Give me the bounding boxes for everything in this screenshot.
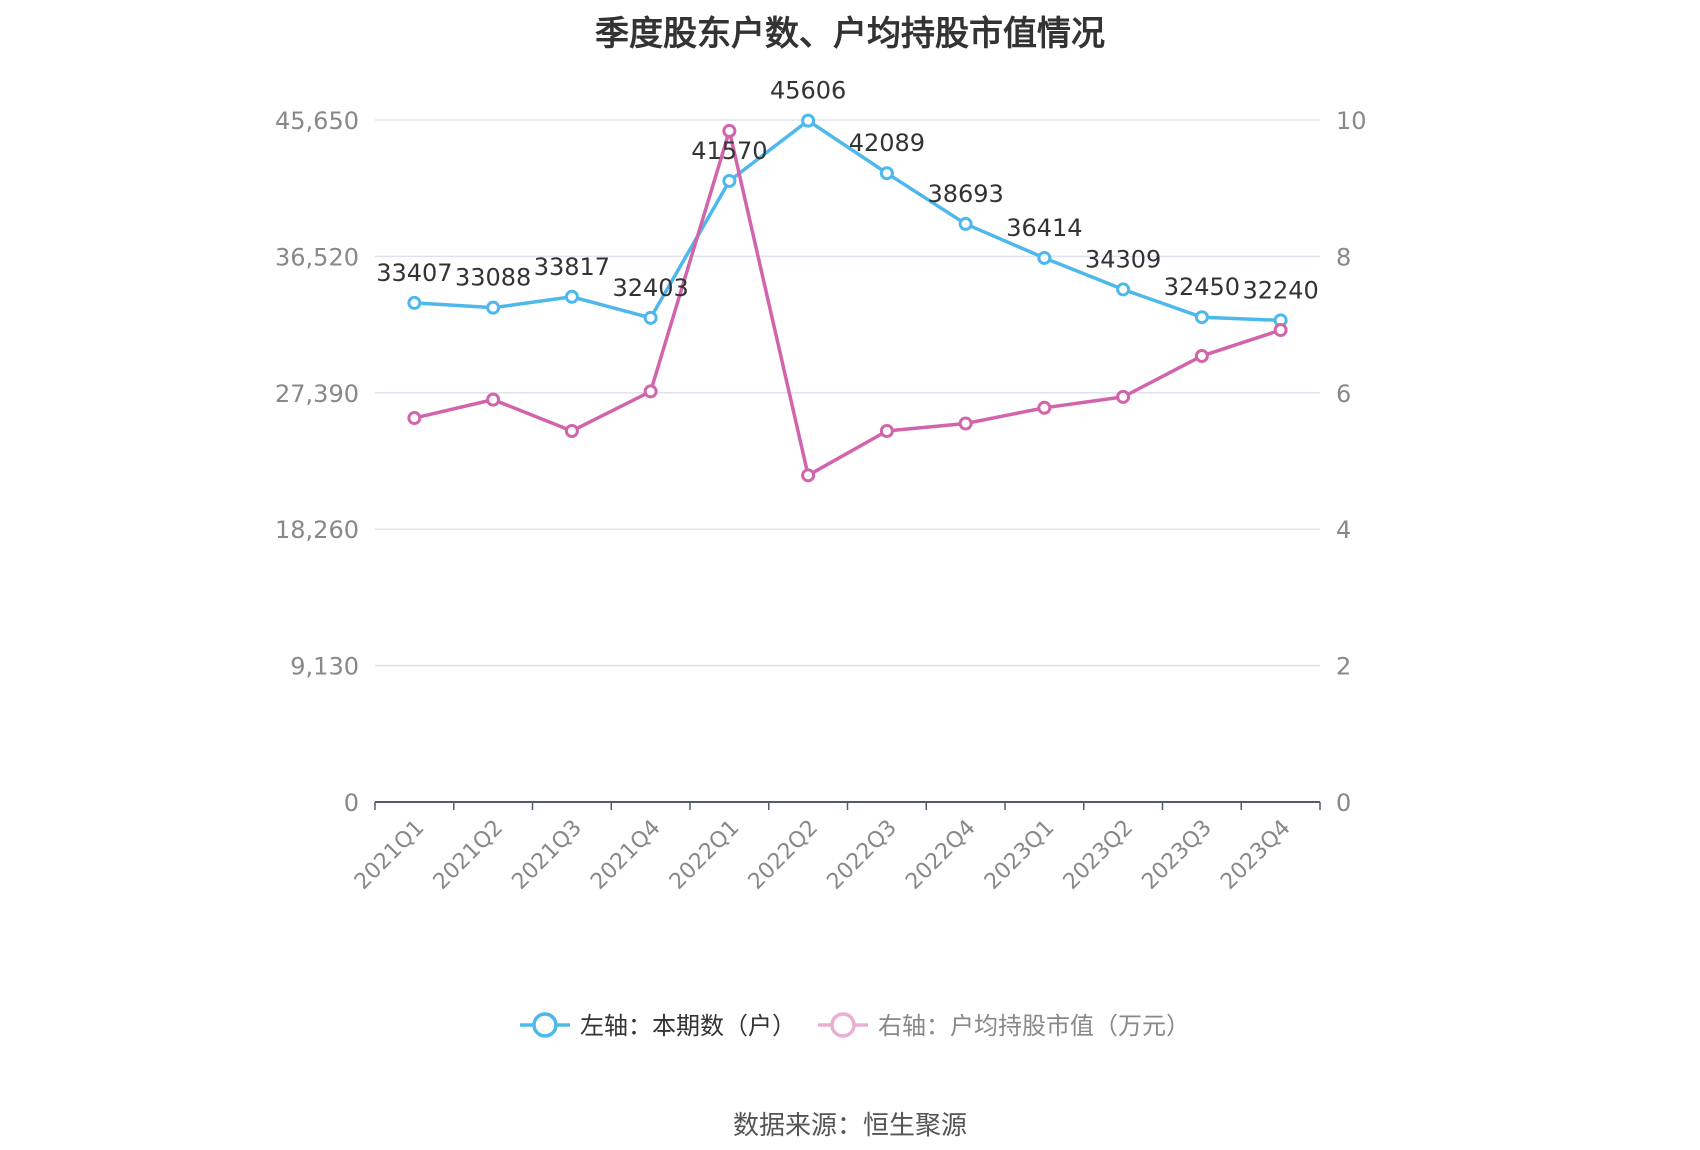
chart-title: 季度股东户数、户均持股市值情况 xyxy=(595,14,1105,54)
right-tick-label: 10 xyxy=(1336,107,1367,135)
data-label: 32240 xyxy=(1242,276,1318,304)
right-tick-label: 8 xyxy=(1336,243,1351,271)
series-point-right xyxy=(722,123,737,138)
left-tick-label: 18,260 xyxy=(275,516,359,544)
data-source-note: 数据来源：恒生聚源 xyxy=(732,1111,967,1141)
series-line-left xyxy=(414,118,1281,323)
data-label: 33088 xyxy=(455,264,531,292)
left-tick-label: 27,390 xyxy=(275,380,359,408)
series-line-right xyxy=(413,129,1282,478)
x-tick-label: 2021Q3 xyxy=(507,815,586,894)
right-tick-label: 6 xyxy=(1336,380,1351,408)
series-point-left xyxy=(801,113,816,128)
series-point-right xyxy=(564,423,579,438)
right-axis-ticks: 0 2 4 6 8 10 xyxy=(1336,107,1367,817)
series-point-right xyxy=(879,423,894,438)
legend-marker xyxy=(830,1012,856,1038)
grid-lines xyxy=(375,119,1320,667)
data-label: 36414 xyxy=(1006,214,1082,242)
series-point-right xyxy=(1194,348,1209,363)
series-point-right xyxy=(643,384,658,399)
x-tick-label: 2023Q3 xyxy=(1137,815,1216,894)
x-tick-label: 2021Q4 xyxy=(586,815,665,894)
x-tick-label: 2022Q1 xyxy=(665,815,744,894)
x-tick-label: 2023Q1 xyxy=(980,815,1059,894)
data-label: 45606 xyxy=(770,77,846,105)
legend-label: 左轴：本期数（户） xyxy=(580,1012,796,1040)
data-label: 38693 xyxy=(927,180,1003,208)
data-label: 32450 xyxy=(1164,273,1240,301)
series-lines xyxy=(407,113,1288,483)
series-point-left xyxy=(722,173,737,188)
series-point-left xyxy=(1037,250,1052,265)
data-label: 42089 xyxy=(849,129,925,157)
series-point-right xyxy=(407,411,422,426)
right-tick-label: 2 xyxy=(1336,653,1351,681)
x-tick-label: 2021Q2 xyxy=(429,815,508,894)
data-label: 32403 xyxy=(612,274,688,302)
x-tick-label: 2022Q3 xyxy=(822,815,901,894)
series-point-right xyxy=(1037,400,1052,415)
data-label: 33407 xyxy=(376,259,452,287)
series-point-left xyxy=(879,166,894,181)
x-tick-label: 2022Q4 xyxy=(901,815,980,894)
left-tick-label: 45,650 xyxy=(275,107,359,135)
series-point-left xyxy=(564,289,579,304)
left-tick-label: 9,130 xyxy=(290,653,359,681)
right-tick-label: 4 xyxy=(1336,516,1351,544)
x-tick-label: 2021Q1 xyxy=(350,815,429,894)
series-point-right xyxy=(486,392,501,407)
series-point-left xyxy=(486,300,501,315)
right-tick-label: 0 xyxy=(1336,789,1351,817)
series-point-right xyxy=(801,468,816,483)
series-point-left xyxy=(1116,282,1131,297)
x-tick-label: 2023Q4 xyxy=(1216,815,1295,894)
x-tick-label: 2023Q2 xyxy=(1059,815,1138,894)
legend-marker xyxy=(532,1012,558,1038)
series-point-left xyxy=(643,310,658,325)
data-label: 33817 xyxy=(534,253,610,281)
data-label: 41570 xyxy=(691,137,767,165)
left-tick-label: 0 xyxy=(344,789,359,817)
legend-label: 右轴：户均持股市值（万元） xyxy=(878,1012,1190,1040)
series-point-left xyxy=(407,295,422,310)
left-axis-ticks: 0 9,130 18,260 27,390 36,520 45,650 xyxy=(275,107,359,817)
x-axis: 2021Q1 2021Q2 2021Q3 2021Q4 2022Q1 2022Q2 2022… xyxy=(350,801,1321,895)
x-tick-label: 2022Q2 xyxy=(744,815,823,894)
series-point-right xyxy=(1273,323,1288,338)
series-point-right xyxy=(1116,389,1131,404)
left-tick-label: 36,520 xyxy=(275,243,359,271)
series-point-right xyxy=(958,416,973,431)
series-point-left xyxy=(1194,310,1209,325)
series-point-left xyxy=(958,216,973,231)
legend: 左轴：本期数（户） 右轴：户均持股市值（万元） xyxy=(520,1012,1190,1040)
data-label: 34309 xyxy=(1085,245,1161,273)
